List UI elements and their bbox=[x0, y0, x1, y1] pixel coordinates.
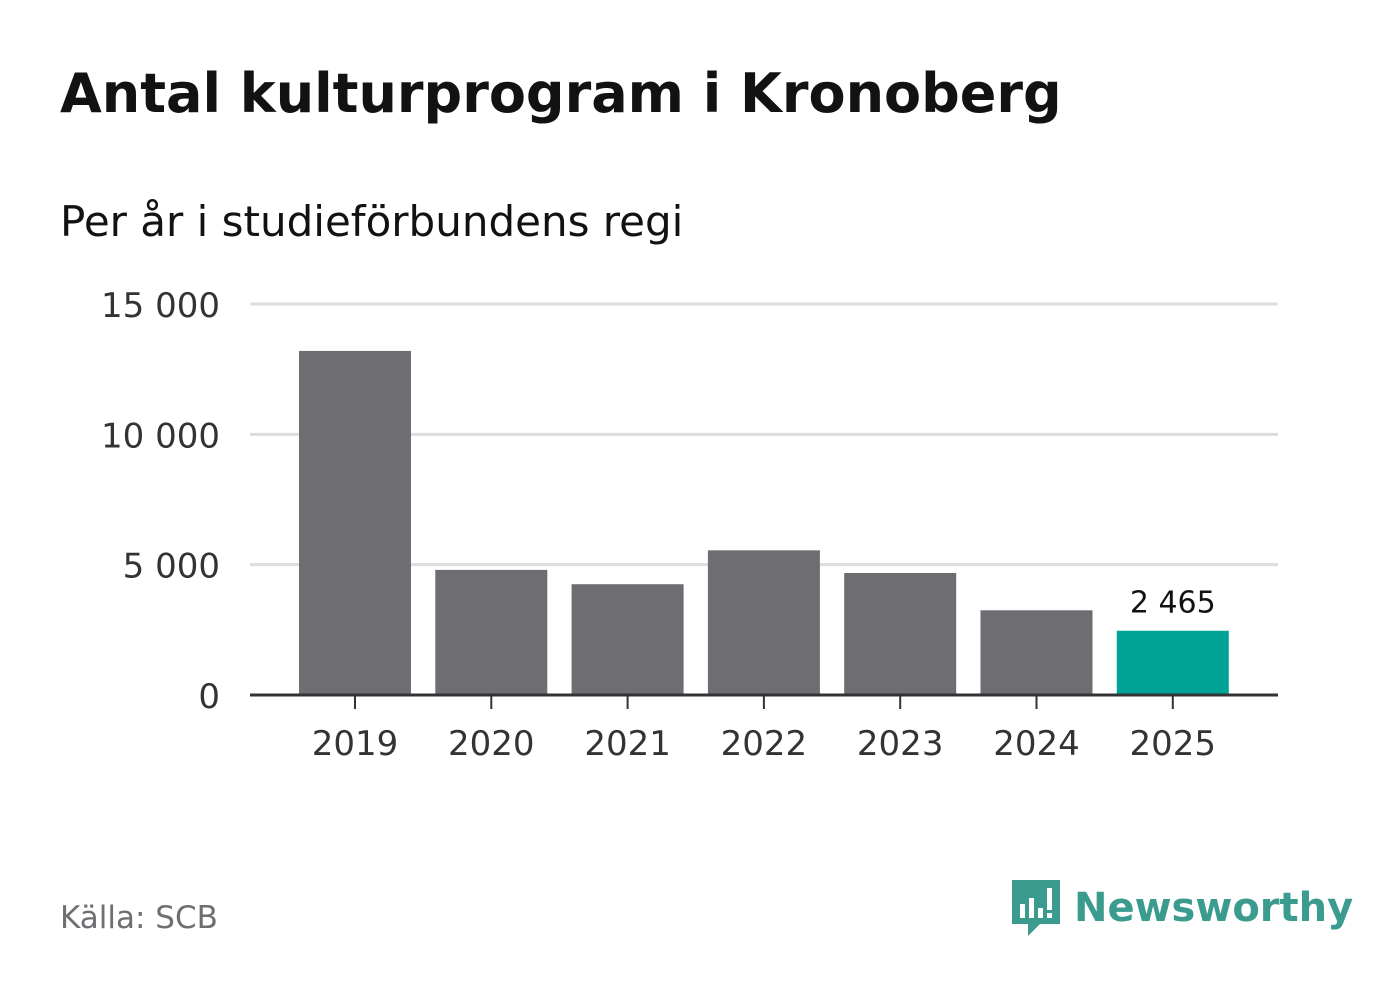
bar-2022 bbox=[707, 550, 820, 695]
x-tick-label: 2019 bbox=[312, 724, 399, 764]
bar-2021 bbox=[571, 584, 684, 695]
data-label: 2 465 bbox=[1130, 586, 1216, 621]
x-tick-label: 2020 bbox=[448, 724, 535, 764]
x-tick-label: 2024 bbox=[993, 724, 1080, 764]
chart-title: Antal kulturprogram i Kronoberg bbox=[60, 62, 1062, 125]
chart-subtitle: Per år i studieförbundens regi bbox=[60, 197, 684, 246]
source-note: Källa: SCB bbox=[60, 900, 218, 936]
bar-2024 bbox=[980, 610, 1093, 695]
bar-2025 bbox=[1116, 630, 1229, 695]
brand-name: Newsworthy bbox=[1074, 885, 1354, 931]
newsworthy-logo-icon bbox=[1012, 880, 1060, 936]
bar-2023 bbox=[844, 573, 957, 695]
y-tick-label: 10 000 bbox=[101, 416, 220, 456]
x-tick-label: 2023 bbox=[857, 724, 944, 764]
bar-2020 bbox=[435, 569, 548, 695]
y-tick-label: 0 bbox=[198, 677, 220, 717]
brand-logo: Newsworthy bbox=[1010, 878, 1353, 938]
x-tick-label: 2021 bbox=[584, 724, 671, 764]
x-tick-label: 2025 bbox=[1130, 724, 1217, 764]
y-tick-label: 5 000 bbox=[123, 547, 220, 587]
x-tick-label: 2022 bbox=[721, 724, 808, 764]
bar-2019 bbox=[299, 350, 411, 695]
y-tick-label: 15 000 bbox=[101, 286, 220, 326]
